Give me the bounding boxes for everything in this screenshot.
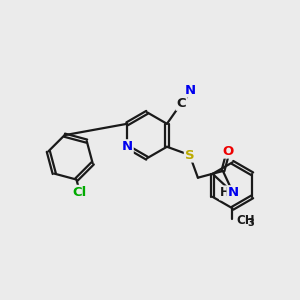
Text: N: N	[185, 83, 196, 97]
Text: C: C	[176, 97, 186, 110]
Text: H: H	[220, 186, 230, 200]
Text: N: N	[122, 140, 133, 153]
Text: S: S	[185, 148, 194, 161]
Text: N: N	[228, 186, 239, 200]
Text: 3: 3	[248, 218, 254, 228]
Text: Cl: Cl	[73, 186, 87, 199]
Text: CH: CH	[236, 214, 255, 226]
Text: O: O	[223, 145, 234, 158]
